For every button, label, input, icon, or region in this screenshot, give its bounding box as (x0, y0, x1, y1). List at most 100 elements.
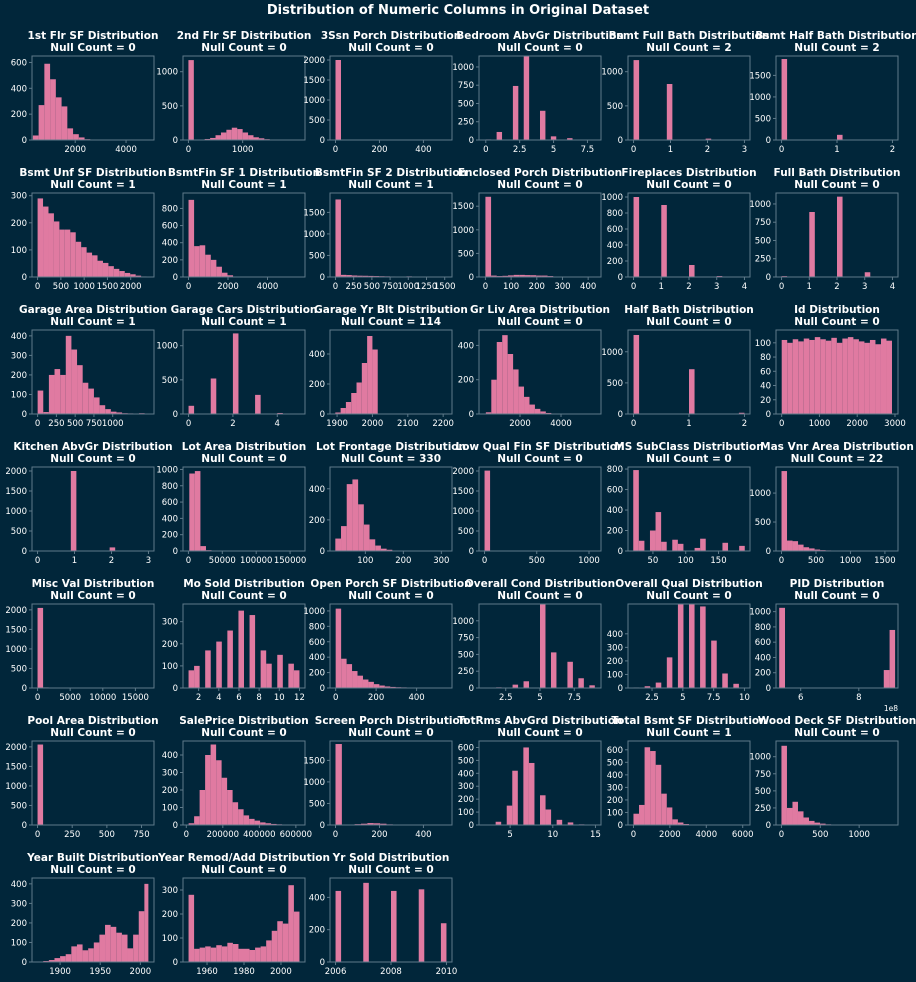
histogram-bar (55, 97, 62, 140)
histogram-bar (363, 524, 370, 551)
y-tick-label: 200 (11, 371, 27, 381)
x-tick-label: 1500 (97, 282, 119, 292)
histogram-bar (60, 956, 66, 962)
histogram-bar (231, 127, 238, 140)
x-tick-label: 5 (537, 693, 542, 703)
histogram-bar (277, 654, 283, 688)
y-tick-label: 400 (11, 880, 27, 890)
histogram-bar (255, 947, 261, 962)
histogram-bar (798, 544, 804, 551)
histogram-bar (633, 334, 640, 414)
histogram-bar (54, 369, 61, 414)
histogram-bar (199, 245, 206, 277)
histogram-bar (341, 526, 347, 551)
histogram-bar (71, 349, 78, 414)
x-tick-label: 0 (482, 556, 487, 566)
histogram-bar (102, 262, 109, 277)
panel-title: Mas Vnr Area Distribution (760, 441, 914, 453)
histogram-bar (37, 390, 44, 414)
histogram-bar (260, 650, 267, 688)
y-tick-label: 600 (607, 746, 623, 756)
histogram-bar (50, 79, 56, 140)
panel-subtitle: Null Count = 0 (50, 453, 135, 465)
histogram-bar (124, 272, 131, 277)
histogram-bar (540, 604, 546, 688)
x-tick-label: 0 (184, 830, 189, 840)
x-tick-label: 0 (779, 830, 784, 840)
histogram-bar (644, 686, 651, 688)
histogram-bar (384, 686, 391, 688)
histogram-bar (216, 641, 222, 688)
histogram-bar (346, 484, 353, 551)
y-tick-label: 0 (22, 273, 27, 283)
histogram-bar (875, 344, 881, 414)
x-tick-label: 200 (368, 693, 384, 703)
y-tick-label: 800 (162, 482, 178, 492)
y-tick-label: 0 (22, 958, 27, 968)
panel-title: Year Built Distribution (26, 852, 159, 864)
axes-frame (182, 603, 306, 689)
x-tick-label: 1000 (578, 556, 600, 566)
y-tick-label: 500 (607, 102, 623, 112)
panel-title: Lot Area Distribution (182, 441, 306, 453)
histogram-bar (633, 60, 640, 140)
y-tick-label: 100 (162, 662, 178, 672)
panel-title: Garage Yr Blt Distribution (314, 304, 468, 316)
y-tick-label: 500 (11, 664, 27, 674)
axes-frame (478, 466, 602, 552)
x-tick-label: 2 (890, 145, 895, 155)
x-tick-label: 500 (67, 419, 83, 429)
histogram-bar (216, 266, 222, 277)
panel-title: Open Porch SF Distribution (310, 578, 471, 590)
x-tick-label: 0 (483, 282, 488, 292)
y-tick-label: 0 (618, 273, 623, 283)
panel-subtitle: Null Count = 0 (348, 42, 433, 54)
axes-frame (182, 55, 306, 141)
x-tick-label: 2 (705, 145, 710, 155)
y-tick-label: 200 (309, 926, 325, 936)
panel-subtitle: Null Count = 0 (50, 42, 135, 54)
histogram-bar (567, 138, 573, 140)
y-tick-label: 500 (607, 379, 623, 389)
histogram-bar (119, 271, 125, 277)
histogram-bar (705, 138, 712, 140)
x-tick-label: 2000 (509, 419, 531, 429)
y-tick-label: 1000 (303, 230, 325, 240)
axes-frame (627, 192, 751, 278)
x-tick-label: 200 (529, 282, 545, 292)
x-tick-label: 0 (35, 282, 40, 292)
y-tick-label: 1000 (5, 782, 27, 792)
histogram-bar (781, 471, 788, 551)
histogram-bar (108, 266, 114, 277)
histogram-bar (346, 664, 353, 688)
x-tick-label: 1500 (434, 282, 456, 292)
panel-subtitle: Null Count = 0 (50, 590, 135, 602)
y-tick-label: 500 (755, 236, 771, 246)
x-tick-label: 1 (72, 556, 77, 566)
histogram-bar (260, 946, 267, 962)
y-tick-label: 1000 (749, 93, 771, 103)
histogram-bar (44, 63, 51, 140)
histogram-bar (258, 138, 265, 140)
axes-frame (182, 740, 306, 826)
histogram-bar (809, 548, 815, 551)
x-tick-label: 500 (808, 556, 824, 566)
x-tick-label: 1 (659, 282, 664, 292)
histogram-bar (496, 342, 503, 414)
axes-frame (627, 466, 751, 552)
y-tick-label: 200 (755, 669, 771, 679)
histogram-bar (496, 131, 503, 140)
y-tick-label: 300 (11, 192, 27, 202)
x-tick-label: 200 (371, 145, 387, 155)
y-tick-label: 400 (162, 751, 178, 761)
x-tick-label: 500 (812, 830, 828, 840)
x-tick-label: 2 (196, 693, 201, 703)
x-tick-label: 150000 (274, 556, 306, 566)
y-tick-label: 80 (760, 353, 771, 363)
histogram-bar (249, 950, 256, 962)
y-tick-label: 500 (755, 114, 771, 124)
